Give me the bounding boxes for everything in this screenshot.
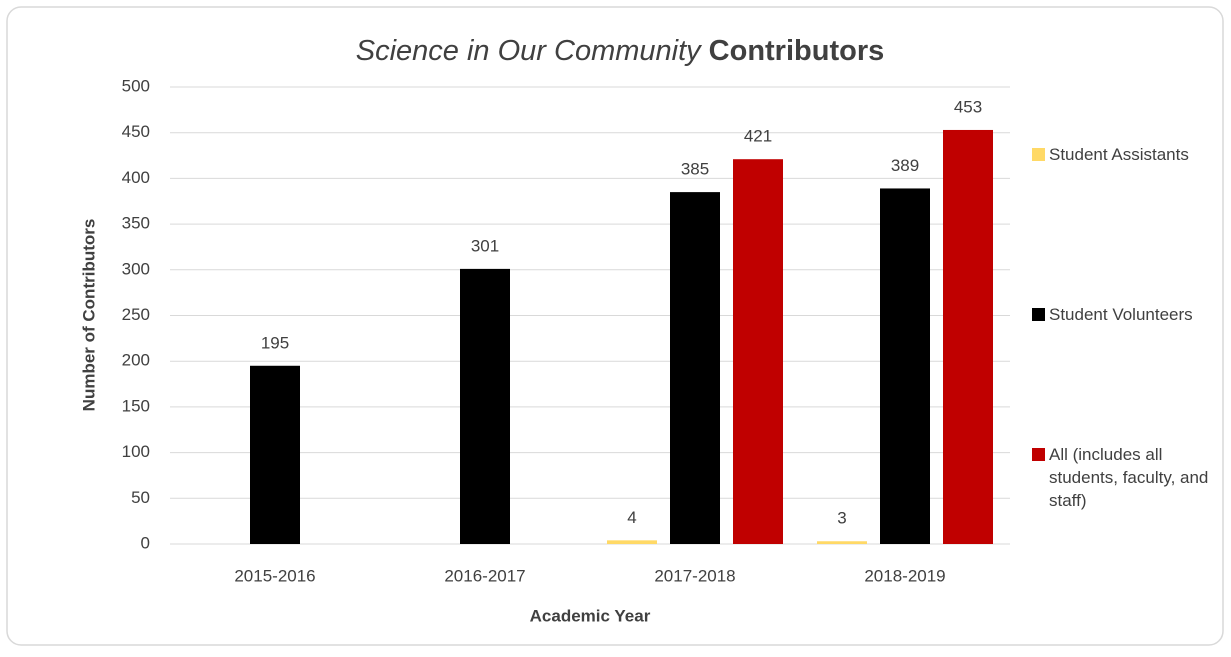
bar — [733, 159, 783, 544]
bar — [460, 268, 510, 544]
y-tick-label: 200 — [122, 351, 150, 370]
legend-swatch — [1032, 308, 1045, 321]
bar — [250, 365, 300, 544]
data-label: 301 — [471, 236, 499, 255]
title-bold: Contributors — [709, 35, 885, 67]
legend-label: Student Volunteers — [1049, 305, 1193, 324]
data-label: 453 — [954, 97, 982, 116]
y-tick-label: 250 — [122, 305, 150, 324]
y-tick-label: 450 — [122, 122, 150, 141]
y-tick-label: 100 — [122, 442, 150, 461]
y-tick-label: 50 — [131, 488, 150, 507]
y-tick-label: 150 — [122, 396, 150, 415]
legend-entry: Student Assistants — [1032, 143, 1228, 166]
bar — [943, 129, 993, 544]
legend-swatch — [1032, 148, 1045, 161]
data-label: 195 — [261, 333, 289, 352]
x-tick-label: 2017-2018 — [654, 566, 735, 585]
y-tick-label: 0 — [141, 533, 150, 552]
legend-entry: Student Volunteers — [1032, 303, 1228, 326]
y-axis-title: Number of Contributors — [79, 219, 98, 412]
data-label: 3 — [837, 509, 846, 528]
title-italic: Science in Our Community — [356, 35, 702, 67]
x-tick-label: 2018-2019 — [864, 566, 945, 585]
bar — [880, 188, 930, 545]
x-tick-label: 2016-2017 — [444, 566, 525, 585]
y-tick-label: 300 — [122, 259, 150, 278]
y-tick-label: 400 — [122, 168, 150, 187]
legend-label: All (includes all students, faculty, and… — [1049, 445, 1209, 510]
data-label: 4 — [627, 508, 636, 527]
y-tick-label: 350 — [122, 214, 150, 233]
data-label: 389 — [891, 156, 919, 175]
bar — [817, 541, 867, 544]
legend-swatch — [1032, 448, 1045, 461]
data-label: 385 — [681, 160, 709, 179]
bar — [607, 540, 657, 544]
data-label: 421 — [744, 127, 772, 146]
legend-label: Student Assistants — [1049, 145, 1189, 164]
legend-entry: All (includes all students, faculty, and… — [1032, 443, 1228, 512]
bar — [670, 192, 720, 545]
chart-border — [6, 6, 1224, 646]
y-tick-label: 500 — [122, 76, 150, 95]
chart-title: Science in Our Community Contributors — [356, 35, 885, 67]
x-axis-title: Academic Year — [530, 606, 651, 625]
x-tick-label: 2015-2016 — [234, 566, 315, 585]
